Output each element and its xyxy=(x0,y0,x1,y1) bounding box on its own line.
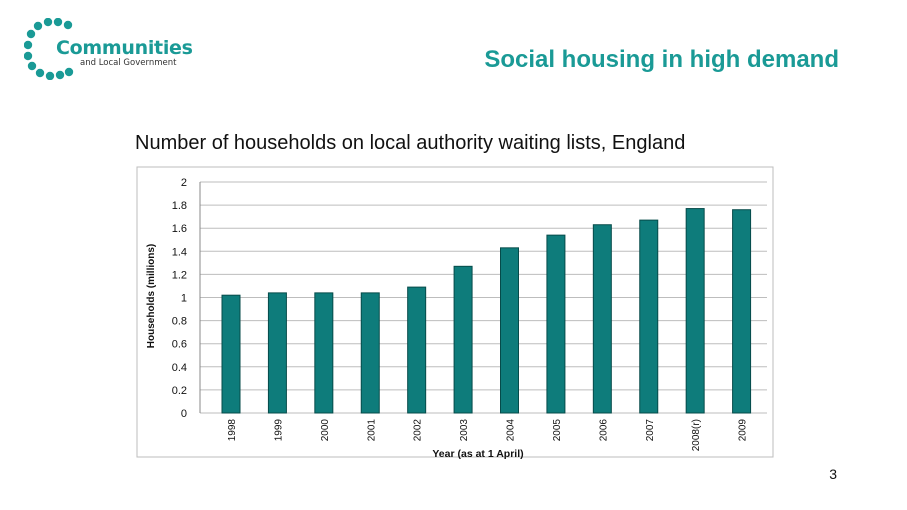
bar-2003 xyxy=(453,265,473,414)
bar-2008(r) xyxy=(685,208,705,414)
x-tick-label: 2007 xyxy=(645,419,656,442)
logo-dots-icon xyxy=(24,18,74,80)
y-tick-label: 2 xyxy=(181,177,187,189)
bar-2001 xyxy=(360,292,380,414)
x-tick-label: 2002 xyxy=(413,419,424,442)
bar-2002 xyxy=(407,286,427,414)
x-tick-label: 2001 xyxy=(366,419,377,442)
chart-svg: 0 0.2 0.4 0.6 0.8 1 1.2 1.4 1.6 1.8 2 1998 1999 2000… xyxy=(136,166,774,460)
bar-2009 xyxy=(732,209,752,414)
y-tick-label: 0.8 xyxy=(172,316,187,328)
bars xyxy=(221,208,752,414)
bar-2005 xyxy=(546,234,566,414)
y-tick-labels: 0 0.2 0.4 0.6 0.8 1 1.2 1.4 1.6 1.8 2 xyxy=(172,177,187,420)
bar-2007 xyxy=(639,219,659,414)
y-tick-label: 0.4 xyxy=(172,362,187,374)
x-tick-label: 1998 xyxy=(227,419,238,442)
bar-chart: 0 0.2 0.4 0.6 0.8 1 1.2 1.4 1.6 1.8 2 1998 1999 2000… xyxy=(135,165,780,465)
bar-2000 xyxy=(314,292,334,414)
y-tick-label: 1 xyxy=(181,293,187,305)
x-axis-label: Year (as at 1 April) xyxy=(432,448,523,460)
logo-wordmark: Communities xyxy=(56,37,193,59)
chart-caption: Number of households on local authority … xyxy=(135,132,686,154)
bar-1999 xyxy=(267,292,287,414)
y-tick-label: 1.4 xyxy=(172,246,187,258)
y-tick-label: 0 xyxy=(181,408,187,420)
y-tick-label: 0.6 xyxy=(172,339,187,351)
x-tick-label: 1999 xyxy=(273,419,284,442)
y-tick-label: 0.2 xyxy=(172,385,187,397)
x-tick-labels: 1998 1999 2000 2001 2002 2003 2004 2005 2006 2007… xyxy=(227,419,749,452)
x-tick-label: 2008(r) xyxy=(691,419,702,451)
gridlines xyxy=(199,181,767,414)
bar-2004 xyxy=(500,247,519,414)
x-tick-label: 2000 xyxy=(320,419,331,442)
page-number: 3 xyxy=(829,466,837,482)
y-tick-label: 1.2 xyxy=(172,269,187,281)
x-tick-label: 2006 xyxy=(598,419,609,442)
y-axis-label: Households (millions) xyxy=(146,244,157,348)
y-tick-label: 1.6 xyxy=(172,223,187,235)
x-tick-label: 2009 xyxy=(738,419,749,442)
communities-logo: Communities and Local Government xyxy=(24,18,204,80)
bar-2006 xyxy=(592,224,612,414)
bar-1998 xyxy=(221,294,241,414)
y-tick-label: 1.8 xyxy=(172,200,187,212)
x-tick-label: 2004 xyxy=(506,419,517,442)
x-tick-label: 2005 xyxy=(552,419,563,442)
x-tick-label: 2003 xyxy=(459,419,470,442)
slide-title: Social housing in high demand xyxy=(484,46,839,73)
logo-subtitle: and Local Government xyxy=(80,58,177,68)
